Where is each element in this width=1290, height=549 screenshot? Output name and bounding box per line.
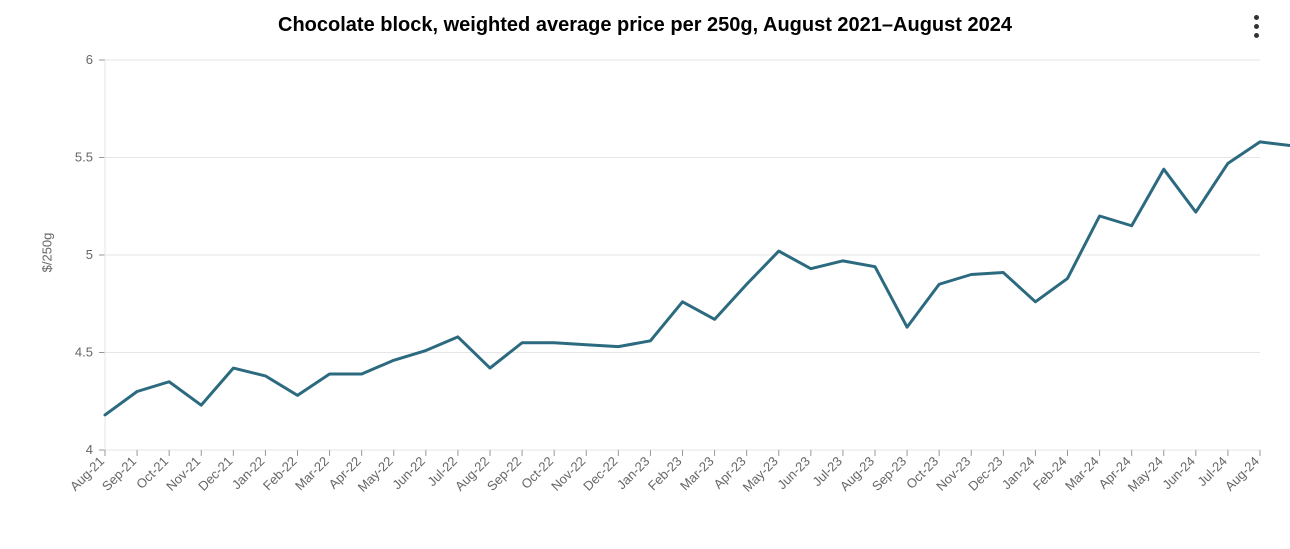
svg-text:Sep-21: Sep-21	[99, 454, 139, 494]
svg-text:Jan-23: Jan-23	[614, 454, 653, 493]
svg-text:5: 5	[86, 247, 93, 262]
svg-text:Mar-23: Mar-23	[677, 454, 717, 494]
line-chart: 44.555.56Aug-21Sep-21Oct-21Nov-21Dec-21J…	[0, 0, 1290, 549]
svg-text:Nov-21: Nov-21	[163, 454, 203, 494]
svg-text:Mar-22: Mar-22	[292, 454, 332, 494]
svg-text:May-24: May-24	[1125, 454, 1166, 495]
svg-text:Aug-24: Aug-24	[1222, 454, 1262, 494]
svg-text:Dec-22: Dec-22	[580, 454, 620, 494]
svg-text:Dec-21: Dec-21	[195, 454, 235, 494]
svg-text:Feb-23: Feb-23	[645, 454, 685, 494]
svg-text:Aug-23: Aug-23	[837, 454, 877, 494]
svg-text:Aug-22: Aug-22	[452, 454, 492, 494]
svg-text:Feb-24: Feb-24	[1030, 454, 1070, 494]
svg-text:Sep-23: Sep-23	[869, 454, 909, 494]
svg-text:4: 4	[86, 442, 93, 457]
svg-text:May-23: May-23	[740, 454, 781, 495]
svg-text:Nov-23: Nov-23	[933, 454, 973, 494]
svg-text:Jun-23: Jun-23	[774, 454, 813, 493]
svg-text:6: 6	[86, 52, 93, 67]
svg-text:Dec-23: Dec-23	[965, 454, 1005, 494]
svg-text:Sep-22: Sep-22	[484, 454, 524, 494]
price-line	[105, 142, 1290, 415]
svg-text:4.5: 4.5	[75, 345, 93, 360]
svg-text:Mar-24: Mar-24	[1062, 454, 1102, 494]
svg-text:5.5: 5.5	[75, 150, 93, 165]
svg-text:Jun-24: Jun-24	[1159, 454, 1198, 493]
svg-text:Aug-21: Aug-21	[67, 454, 107, 494]
chart-container: Chocolate block, weighted average price …	[0, 0, 1290, 549]
svg-text:Jan-24: Jan-24	[999, 454, 1038, 493]
svg-text:Feb-22: Feb-22	[260, 454, 300, 494]
svg-text:May-22: May-22	[355, 454, 396, 495]
svg-text:Jun-22: Jun-22	[389, 454, 428, 493]
svg-text:Nov-22: Nov-22	[548, 454, 588, 494]
svg-text:Jan-22: Jan-22	[229, 454, 268, 493]
